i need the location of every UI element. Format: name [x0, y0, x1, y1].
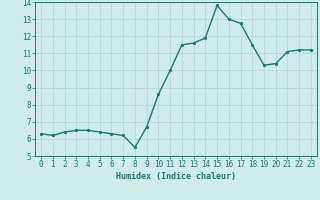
X-axis label: Humidex (Indice chaleur): Humidex (Indice chaleur)	[116, 172, 236, 181]
